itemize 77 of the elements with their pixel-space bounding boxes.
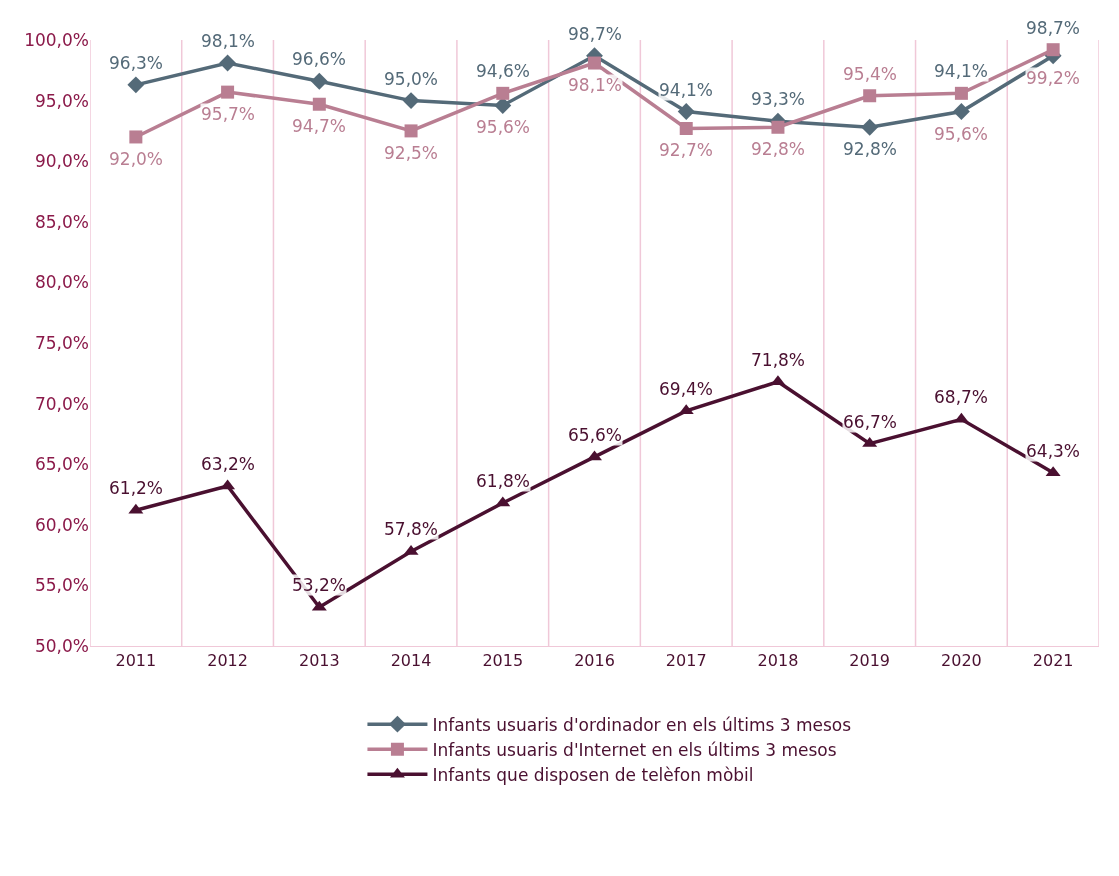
data-label: 94,6% bbox=[476, 61, 531, 81]
data-label: 69,4% bbox=[659, 379, 714, 399]
point bbox=[771, 120, 785, 134]
data-label: 95,7% bbox=[201, 104, 256, 124]
x-tick-label: 2020 bbox=[941, 651, 982, 671]
y-tick-label: 65,0% bbox=[34, 454, 89, 475]
data-label: 57,8% bbox=[384, 519, 439, 539]
data-label: 98,1% bbox=[201, 31, 256, 51]
point bbox=[1046, 43, 1060, 57]
data-label: 99,2% bbox=[1026, 68, 1081, 88]
data-label: 64,3% bbox=[1026, 441, 1081, 461]
point bbox=[494, 97, 512, 114]
x-tick-label: 2021 bbox=[1032, 651, 1074, 671]
x-tick-label: 2017 bbox=[665, 651, 707, 671]
y-tick-label: 100,0% bbox=[24, 29, 89, 50]
y-tick-label: 75,0% bbox=[34, 332, 89, 353]
point bbox=[127, 76, 145, 94]
x-tick-label: 2012 bbox=[207, 651, 248, 671]
point bbox=[310, 72, 328, 90]
data-label: 95,6% bbox=[934, 124, 989, 144]
data-label: 71,8% bbox=[751, 350, 806, 370]
data-label: 92,8% bbox=[751, 139, 806, 159]
legend-label: Infants que disposen de telèfon mòbil bbox=[432, 764, 754, 785]
y-tick-label: 80,0% bbox=[34, 272, 89, 293]
data-label: 95,6% bbox=[476, 117, 531, 137]
data-label: 68,7% bbox=[934, 387, 989, 407]
data-label: 65,6% bbox=[568, 425, 623, 445]
y-tick-label: 70,0% bbox=[34, 393, 89, 414]
x-tick-label: 2019 bbox=[849, 651, 891, 671]
data-label: 61,2% bbox=[109, 478, 164, 498]
data-label: 92,8% bbox=[843, 139, 898, 159]
data-label: 93,3% bbox=[751, 89, 806, 109]
legend-label: Infants usuaris d'Internet en els últims 3 mesos bbox=[432, 739, 837, 760]
x-tick-label: 2016 bbox=[574, 651, 615, 671]
data-label: 96,6% bbox=[292, 49, 347, 69]
y-tick-label: 60,0% bbox=[34, 514, 89, 535]
point bbox=[129, 130, 143, 144]
data-label: 95,4% bbox=[843, 64, 898, 84]
point bbox=[863, 89, 877, 103]
point bbox=[312, 97, 326, 111]
data-label: 92,5% bbox=[384, 143, 439, 163]
y-tick-label: 95,0% bbox=[34, 90, 89, 111]
x-tick-label: 2018 bbox=[757, 651, 799, 671]
y-tick-label: 85,0% bbox=[34, 211, 89, 232]
y-tick-label: 90,0% bbox=[34, 151, 89, 172]
data-label: 92,0% bbox=[109, 149, 164, 169]
data-label: 53,2% bbox=[292, 575, 347, 595]
data-label: 61,8% bbox=[476, 471, 531, 491]
y-tick-label: 55,0% bbox=[34, 575, 89, 596]
point bbox=[954, 86, 968, 100]
point bbox=[588, 56, 601, 70]
point bbox=[952, 103, 970, 120]
point bbox=[404, 124, 418, 138]
data-label: 96,3% bbox=[109, 53, 164, 73]
point bbox=[677, 103, 695, 120]
x-tick-label: 2013 bbox=[298, 651, 340, 671]
data-label: 95,0% bbox=[384, 69, 439, 89]
data-label: 98,1% bbox=[568, 75, 623, 95]
data-label: 98,7% bbox=[1026, 18, 1081, 38]
data-label: 92,7% bbox=[659, 140, 714, 160]
x-tick-label: 2015 bbox=[482, 651, 524, 671]
x-tick-label: 2011 bbox=[115, 651, 157, 671]
point bbox=[221, 85, 235, 99]
data-label: 63,2% bbox=[201, 454, 256, 474]
data-label: 98,7% bbox=[568, 24, 623, 44]
data-label: 94,7% bbox=[292, 116, 347, 136]
data-label: 66,7% bbox=[843, 412, 898, 432]
point bbox=[679, 121, 693, 135]
y-tick-label: 50,0% bbox=[34, 635, 89, 656]
legend-label: Infants usuaris d'ordinador en els últims 3 mesos bbox=[432, 714, 852, 735]
point bbox=[496, 86, 510, 100]
data-label: 94,1% bbox=[659, 80, 714, 100]
point bbox=[861, 118, 879, 136]
point bbox=[402, 92, 420, 110]
x-tick-label: 2014 bbox=[390, 651, 432, 671]
data-label: 94,1% bbox=[934, 61, 989, 81]
point bbox=[219, 54, 237, 72]
